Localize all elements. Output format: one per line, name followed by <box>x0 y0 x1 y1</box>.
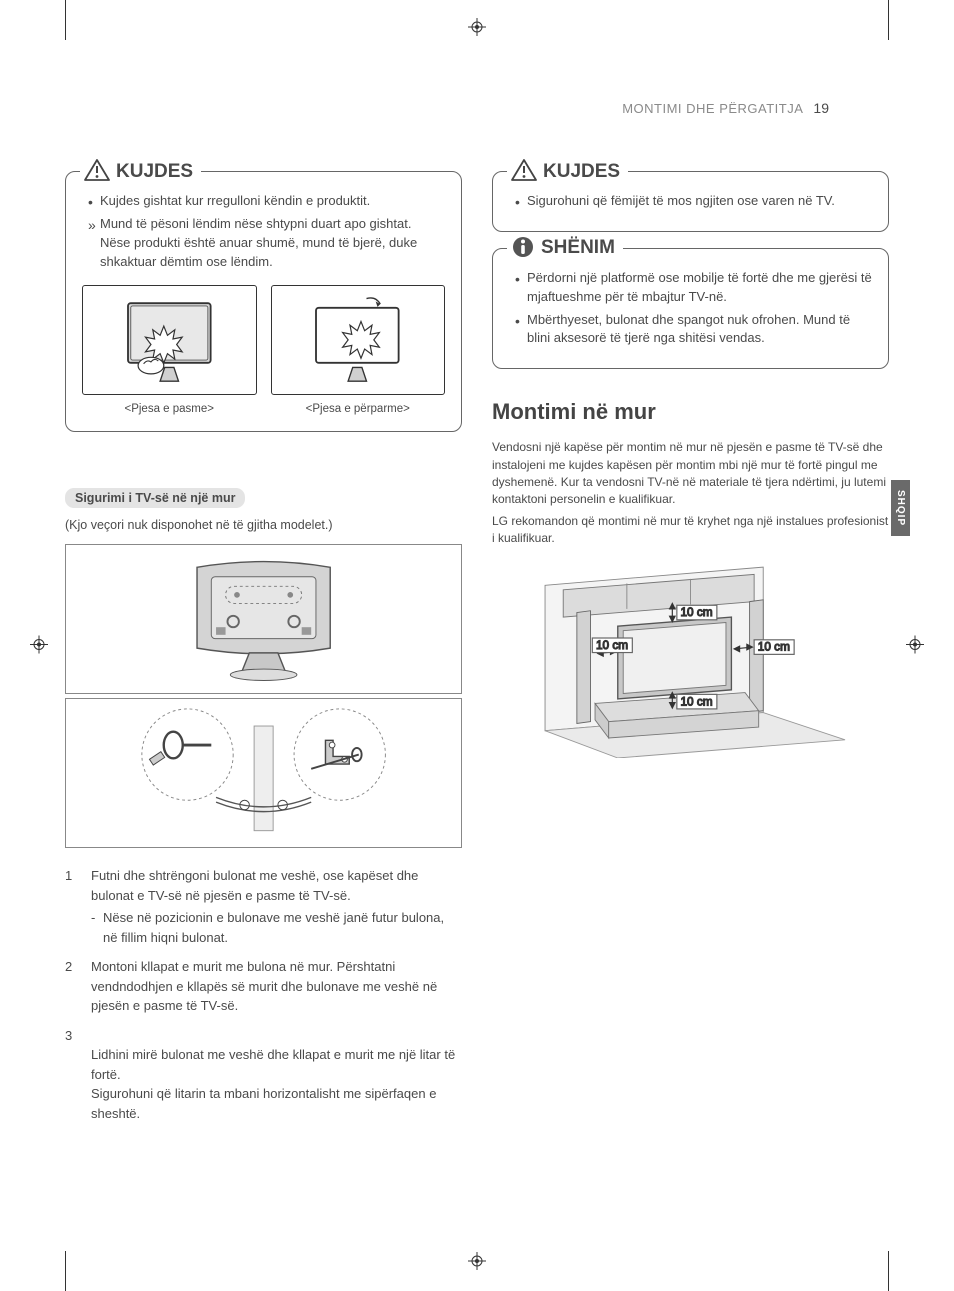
step-text: Lidhini mirë bulonat me veshë dhe kllapa… <box>91 1047 455 1121</box>
wall-mount-clearance-diagram: 10 cm 10 cm 10 cm 10 cm <box>492 558 889 758</box>
wall-mount-para: Vendosni një kapëse për montim në mur në… <box>492 439 889 509</box>
crop-mark <box>888 0 889 40</box>
registration-mark-icon <box>468 1252 486 1273</box>
registration-mark-icon <box>30 635 48 656</box>
warning-icon <box>84 158 110 185</box>
illustration-back <box>82 285 257 395</box>
wall-mount-heading: Montimi në mur <box>492 399 889 425</box>
step-item: Lidhini mirë bulonat me veshë dhe kllapa… <box>65 1026 462 1124</box>
step-subtext: Nëse në pozicionin e bulonave me veshë j… <box>91 908 462 947</box>
wall-bracket-diagram <box>65 698 462 848</box>
svg-text:10 cm: 10 cm <box>758 639 790 653</box>
illustration-front <box>271 285 446 395</box>
svg-text:10 cm: 10 cm <box>596 637 628 651</box>
info-icon <box>511 235 535 262</box>
step-item: Futni dhe shtrëngoni bulonat me veshë, o… <box>65 866 462 947</box>
svg-text:10 cm: 10 cm <box>681 694 713 708</box>
svg-text:10 cm: 10 cm <box>681 605 713 619</box>
caution-title: KUJDES <box>116 161 193 183</box>
registration-mark-icon <box>906 635 924 656</box>
step-text: Futni dhe shtrëngoni bulonat me veshë, o… <box>91 868 418 903</box>
securing-note: (Kjo veçori nuk disponohet në të gjitha … <box>65 518 462 532</box>
note-item: Mbërthyeset, bulonat dhe spangot nuk ofr… <box>515 311 872 349</box>
caution-item: Mund të pësoni lëndim nëse shtypni duart… <box>88 215 445 272</box>
note-box: SHËNIM Përdorni një platformë ose mobilj… <box>492 248 889 369</box>
warning-icon <box>511 158 537 185</box>
step-text: Montoni kllapat e murit me bulona në mur… <box>91 959 437 1013</box>
crop-mark <box>65 1251 66 1291</box>
caution-box: KUJDES Kujdes gishtat kur rregulloni kën… <box>65 171 462 432</box>
wall-mount-para: LG rekomandon që montimi në mur të kryhe… <box>492 513 889 548</box>
illustration-caption: <Pjesa e përparme> <box>271 403 446 415</box>
illustration-caption: <Pjesa e pasme> <box>82 403 257 415</box>
step-item: Montoni kllapat e murit me bulona në mur… <box>65 957 462 1016</box>
language-tab: SHQIP <box>891 480 910 536</box>
securing-subheading: Sigurimi i TV-së në një mur <box>65 488 245 508</box>
header-page-number: 19 <box>813 100 829 116</box>
caution-title: KUJDES <box>543 161 620 183</box>
crop-mark <box>888 1251 889 1291</box>
tv-back-diagram <box>65 544 462 694</box>
note-title: SHËNIM <box>541 237 615 259</box>
caution-item: Sigurohuni që fëmijët të mos ngjiten ose… <box>515 192 872 211</box>
crop-mark <box>65 0 66 40</box>
note-item: Përdorni një platformë ose mobilje të fo… <box>515 269 872 307</box>
header-section: MONTIMI DHE PËRGATITJA <box>622 101 803 116</box>
caution-item: Kujdes gishtat kur rregulloni këndin e p… <box>88 192 445 211</box>
caution-box: KUJDES Sigurohuni që fëmijët të mos ngji… <box>492 171 889 232</box>
registration-mark-icon <box>468 18 486 39</box>
